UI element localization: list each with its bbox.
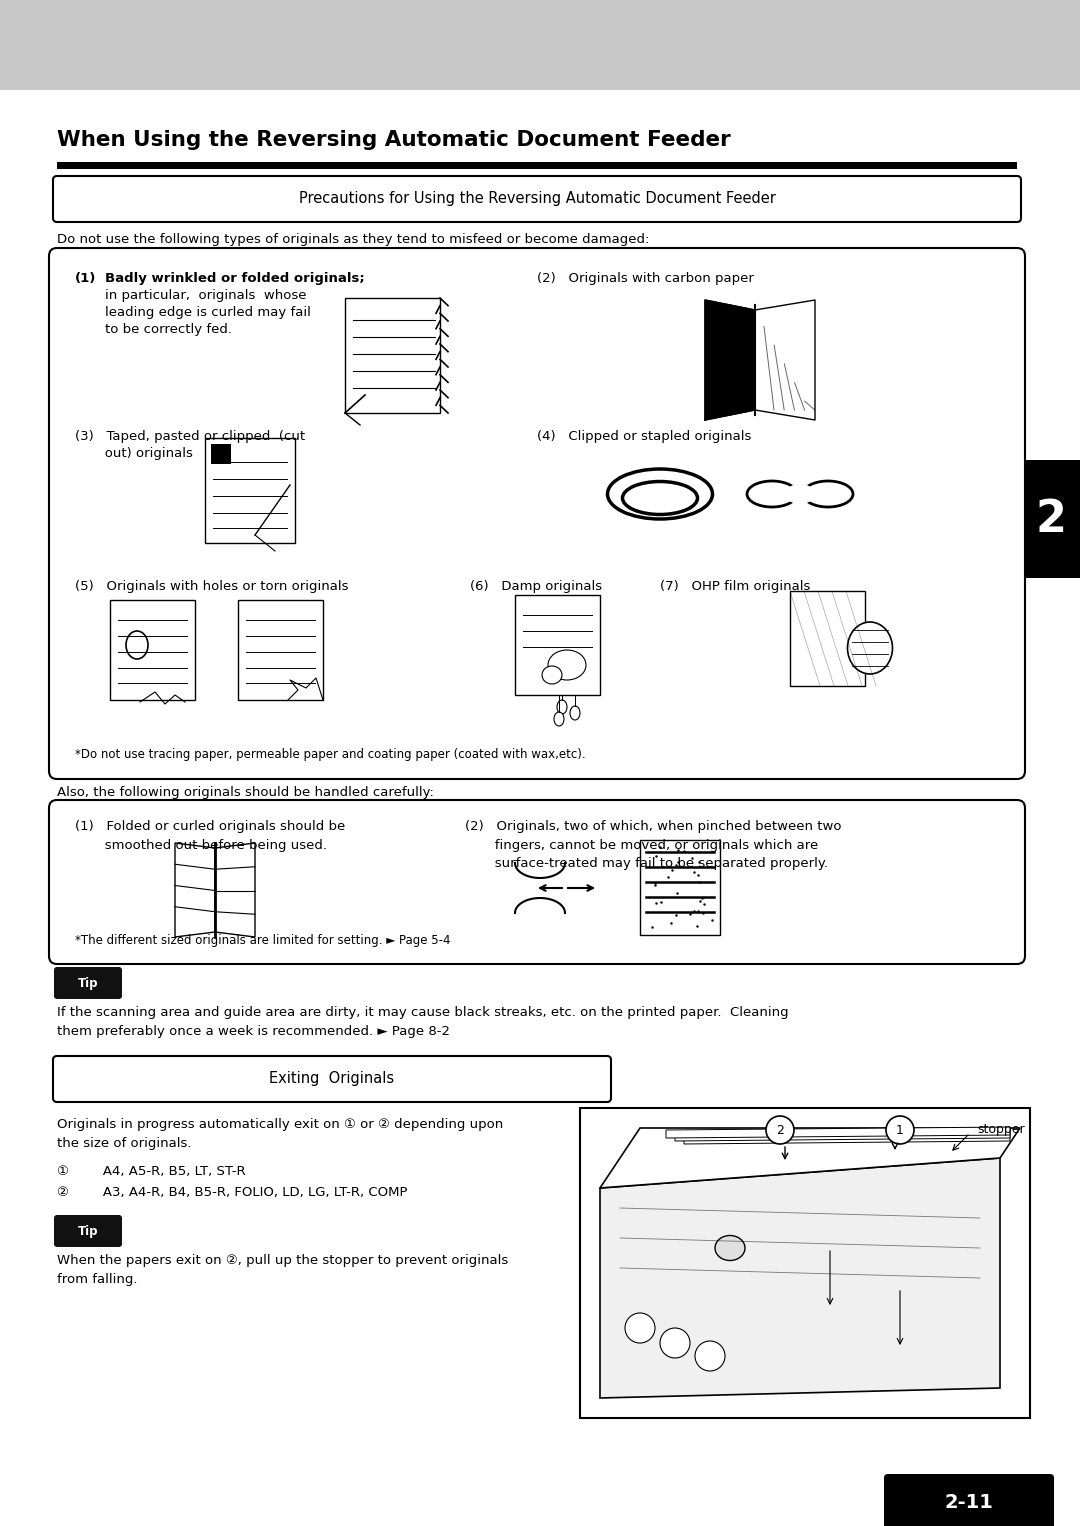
Ellipse shape bbox=[622, 482, 698, 514]
Text: *The different sized originals are limited for setting. ► Page 5-4: *The different sized originals are limit… bbox=[75, 934, 450, 948]
Text: Badly wrinkled or folded originals;: Badly wrinkled or folded originals; bbox=[105, 272, 365, 285]
Text: (6)   Damp originals: (6) Damp originals bbox=[470, 580, 603, 594]
Ellipse shape bbox=[554, 713, 564, 726]
Polygon shape bbox=[675, 1129, 1010, 1141]
Text: Precautions for Using the Reversing Automatic Document Feeder: Precautions for Using the Reversing Auto… bbox=[298, 191, 775, 206]
Bar bbox=[345, 298, 440, 414]
Text: Do not use the following types of originals as they tend to misfeed or become da: Do not use the following types of origin… bbox=[57, 233, 649, 246]
Polygon shape bbox=[684, 1132, 1010, 1144]
Text: *Do not use tracing paper, permeable paper and coating paper (coated with wax,et: *Do not use tracing paper, permeable pap… bbox=[75, 748, 585, 761]
Text: Exiting  Originals: Exiting Originals bbox=[269, 1071, 394, 1087]
Bar bbox=[0, 0, 1080, 90]
Ellipse shape bbox=[804, 481, 853, 507]
Circle shape bbox=[696, 1341, 725, 1370]
Polygon shape bbox=[600, 1158, 1000, 1398]
Ellipse shape bbox=[715, 1236, 745, 1260]
Text: Also, the following originals should be handled carefully:: Also, the following originals should be … bbox=[57, 786, 434, 800]
Ellipse shape bbox=[848, 623, 892, 674]
Bar bbox=[580, 1108, 1030, 1418]
Text: (1)   Folded or curled originals should be
       smoothed out before being used: (1) Folded or curled originals should be… bbox=[75, 819, 346, 852]
Text: (2)   Originals, two of which, when pinched between two
       fingers, cannot b: (2) Originals, two of which, when pinche… bbox=[465, 819, 841, 870]
Text: (7)   OHP film originals: (7) OHP film originals bbox=[660, 580, 810, 594]
Polygon shape bbox=[705, 301, 755, 420]
Bar bbox=[211, 444, 231, 464]
Text: (2)   Originals with carbon paper: (2) Originals with carbon paper bbox=[537, 272, 754, 285]
FancyBboxPatch shape bbox=[49, 249, 1025, 778]
FancyBboxPatch shape bbox=[53, 175, 1021, 221]
Ellipse shape bbox=[570, 707, 580, 720]
Circle shape bbox=[660, 1328, 690, 1358]
Bar bbox=[110, 600, 195, 700]
Text: (1): (1) bbox=[75, 272, 96, 285]
Text: 2: 2 bbox=[1036, 497, 1067, 540]
Polygon shape bbox=[666, 1128, 1010, 1138]
Bar bbox=[57, 162, 1017, 169]
Circle shape bbox=[625, 1312, 654, 1343]
Text: leading edge is curled may fail: leading edge is curled may fail bbox=[105, 307, 311, 319]
Ellipse shape bbox=[548, 650, 586, 681]
Ellipse shape bbox=[785, 484, 815, 504]
Bar bbox=[515, 595, 600, 694]
Text: ①        A4, A5-R, B5, LT, ST-R: ① A4, A5-R, B5, LT, ST-R bbox=[57, 1164, 245, 1178]
Ellipse shape bbox=[557, 700, 567, 714]
Circle shape bbox=[766, 1116, 794, 1144]
Text: Tip: Tip bbox=[78, 977, 98, 989]
FancyBboxPatch shape bbox=[49, 800, 1025, 964]
Text: If the scanning area and guide area are dirty, it may cause black streaks, etc. : If the scanning area and guide area are … bbox=[57, 1006, 788, 1038]
Text: 2-11: 2-11 bbox=[945, 1492, 994, 1511]
FancyBboxPatch shape bbox=[53, 1056, 611, 1102]
Bar bbox=[238, 600, 323, 700]
Ellipse shape bbox=[747, 481, 797, 507]
Text: ②        A3, A4-R, B4, B5-R, FOLIO, LD, LG, LT-R, COMP: ② A3, A4-R, B4, B5-R, FOLIO, LD, LG, LT-… bbox=[57, 1186, 407, 1199]
Circle shape bbox=[886, 1116, 914, 1144]
Bar bbox=[640, 839, 720, 935]
Polygon shape bbox=[215, 842, 255, 937]
Ellipse shape bbox=[126, 630, 148, 659]
Polygon shape bbox=[600, 1128, 1020, 1189]
Text: (4)   Clipped or stapled originals: (4) Clipped or stapled originals bbox=[537, 430, 752, 443]
FancyBboxPatch shape bbox=[885, 1474, 1054, 1526]
Polygon shape bbox=[755, 301, 815, 420]
Bar bbox=[205, 438, 295, 543]
Text: When the papers exit on ②, pull up the stopper to prevent originals
from falling: When the papers exit on ②, pull up the s… bbox=[57, 1254, 509, 1285]
Text: 1: 1 bbox=[896, 1123, 904, 1137]
Text: stopper: stopper bbox=[977, 1123, 1025, 1137]
FancyBboxPatch shape bbox=[54, 967, 122, 1000]
Text: (5)   Originals with holes or torn originals: (5) Originals with holes or torn origina… bbox=[75, 580, 349, 594]
Text: (3)   Taped, pasted or clipped  (cut: (3) Taped, pasted or clipped (cut bbox=[75, 430, 306, 443]
Text: out) originals: out) originals bbox=[75, 447, 193, 459]
Text: to be correctly fed.: to be correctly fed. bbox=[105, 324, 232, 336]
FancyBboxPatch shape bbox=[54, 1215, 122, 1247]
Text: in particular,  originals  whose: in particular, originals whose bbox=[105, 288, 307, 302]
Text: Originals in progress automatically exit on ① or ② depending upon
the size of or: Originals in progress automatically exit… bbox=[57, 1119, 503, 1149]
Ellipse shape bbox=[542, 665, 562, 684]
Text: 2: 2 bbox=[777, 1123, 784, 1137]
FancyBboxPatch shape bbox=[1022, 459, 1080, 578]
Text: Tip: Tip bbox=[78, 1224, 98, 1238]
Bar bbox=[789, 591, 865, 687]
Polygon shape bbox=[175, 842, 215, 937]
Text: When Using the Reversing Automatic Document Feeder: When Using the Reversing Automatic Docum… bbox=[57, 130, 731, 150]
